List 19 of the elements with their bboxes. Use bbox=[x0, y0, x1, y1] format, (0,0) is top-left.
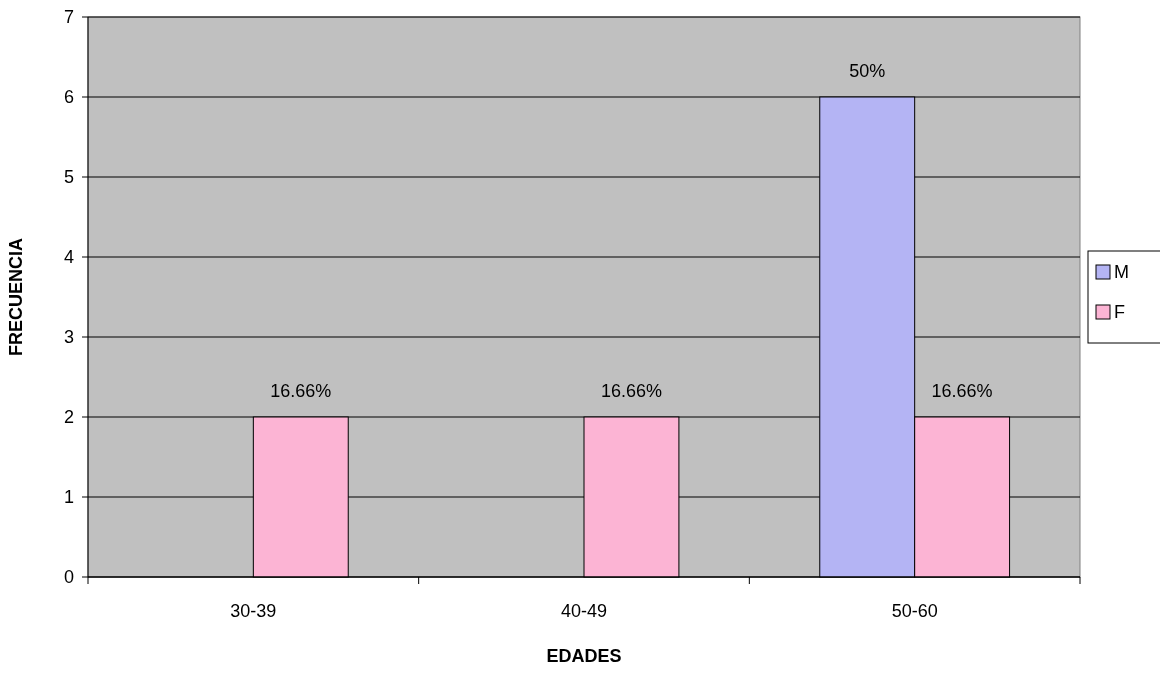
legend-label: M bbox=[1114, 262, 1129, 283]
x-tick-label: 50-60 bbox=[891, 601, 938, 621]
x-axis-title: EDADES bbox=[546, 646, 622, 666]
x-tick-label: 40-49 bbox=[560, 601, 608, 621]
y-axis-title: FRECUENCIA bbox=[6, 237, 26, 357]
y-tick-label: 2 bbox=[63, 407, 74, 428]
y-tick-label: 7 bbox=[63, 7, 74, 28]
annotation: 50% bbox=[849, 61, 886, 81]
annotation: 16.66% bbox=[600, 381, 662, 401]
y-tick-label: 4 bbox=[63, 247, 74, 268]
y-tick-label: 6 bbox=[63, 87, 74, 108]
annotation: 16.66% bbox=[931, 381, 993, 401]
annotation: 16.66% bbox=[270, 381, 332, 401]
y-tick-label: 1 bbox=[63, 487, 74, 508]
y-tick-label: 5 bbox=[63, 167, 74, 188]
y-tick-label: 3 bbox=[63, 327, 74, 348]
x-tick-label: 30-39 bbox=[230, 601, 277, 621]
legend-label: F bbox=[1114, 302, 1125, 323]
y-tick-label: 0 bbox=[63, 567, 74, 588]
